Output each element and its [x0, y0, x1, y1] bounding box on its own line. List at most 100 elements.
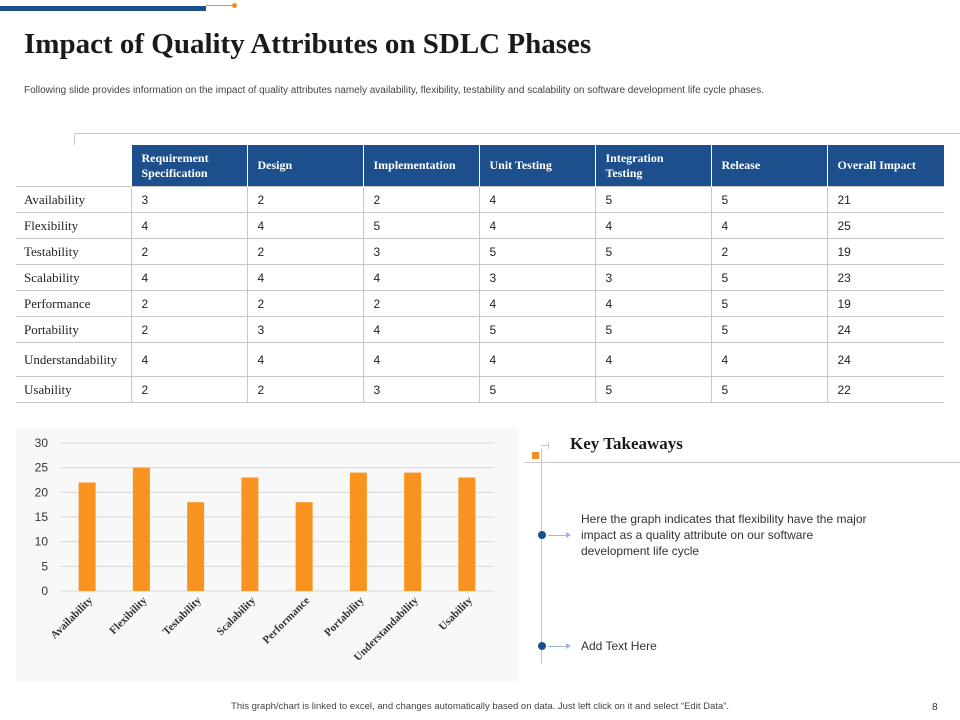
- table-cell: 5: [710, 316, 827, 343]
- table-cell: 4: [710, 342, 827, 377]
- table-cell: 3: [362, 376, 479, 403]
- bar: [241, 477, 259, 591]
- bar: [132, 467, 150, 591]
- table-cell: 19: [826, 238, 944, 265]
- table-row: Usability 2 2 3 5 5 5 22: [16, 376, 944, 403]
- table-cell: 3: [362, 238, 479, 265]
- header-release: Release: [710, 145, 827, 187]
- top-accent-bar: [0, 6, 206, 11]
- row-label: Flexibility: [16, 212, 131, 239]
- table-cell: 4: [478, 212, 595, 239]
- takeaway-bullet-dot: [538, 531, 546, 539]
- header-requirement-specification: Requirement Specification: [130, 145, 247, 187]
- table-cell: 5: [478, 376, 595, 403]
- header-design: Design: [246, 145, 363, 187]
- y-tick-label: 30: [35, 436, 49, 450]
- table-cell: 21: [826, 186, 944, 213]
- table-cell: 4: [594, 290, 711, 317]
- table-cell: 3: [478, 264, 595, 291]
- table-cell: 3: [594, 264, 711, 291]
- table-cell: 2: [130, 238, 247, 265]
- x-category-label: Performance: [261, 595, 313, 647]
- takeaway-item-2: Add Text Here: [581, 639, 657, 653]
- bar: [349, 472, 367, 591]
- table-frame-line: [74, 133, 960, 134]
- table-cell: 4: [130, 212, 247, 239]
- table-cell: 4: [246, 342, 363, 377]
- top-accent-line: [206, 5, 234, 6]
- table-row: Testability 2 2 3 5 5 2 19: [16, 238, 944, 265]
- table-cell: 5: [594, 376, 711, 403]
- bar: [458, 477, 476, 591]
- page-subtitle: Following slide provides information on …: [24, 85, 764, 96]
- quality-impact-table: Requirement Specification Design Impleme…: [16, 145, 944, 403]
- table-cell: 5: [710, 290, 827, 317]
- header-implementation: Implementation: [362, 145, 479, 187]
- table-cell: 5: [594, 316, 711, 343]
- table-cell: 2: [246, 376, 363, 403]
- table-cell: 4: [362, 316, 479, 343]
- impact-bar-chart: 0 5 10 15 20 25 30 Availability Flexibility Testa…: [16, 428, 518, 682]
- bar: [295, 502, 313, 591]
- y-tick-label: 20: [35, 485, 49, 499]
- takeaways-timeline-line: [541, 449, 542, 664]
- table-cell: 5: [594, 238, 711, 265]
- table-cell: 5: [362, 212, 479, 239]
- takeaway-arrowhead: [566, 532, 571, 538]
- table-cell: 2: [130, 316, 247, 343]
- x-category-label: Flexibility: [107, 594, 150, 637]
- table-cell: 4: [246, 212, 363, 239]
- table-cell: 4: [478, 342, 595, 377]
- table-cell: 2: [246, 186, 363, 213]
- y-tick-label: 25: [35, 461, 49, 475]
- row-label: Scalability: [16, 264, 131, 291]
- takeaways-divider: [524, 462, 960, 463]
- table-row: Understandability 4 4 4 4 4 4 24: [16, 342, 944, 377]
- bar: [187, 502, 205, 591]
- table-cell: 2: [246, 290, 363, 317]
- table-cell: 4: [478, 290, 595, 317]
- table-cell: 4: [594, 342, 711, 377]
- table-cell: 3: [246, 316, 363, 343]
- table-row: Portability 2 3 4 5 5 5 24: [16, 316, 944, 343]
- x-category-label: Testability: [161, 594, 205, 638]
- table-cell: 2: [130, 290, 247, 317]
- table-cell: 25: [826, 212, 944, 239]
- table-cell: 4: [246, 264, 363, 291]
- y-tick-label: 5: [41, 559, 48, 573]
- takeaways-tick-horizontal: [541, 445, 548, 446]
- x-category-label: Scalability: [214, 594, 258, 638]
- table-cell: 4: [362, 264, 479, 291]
- table-cell: 2: [710, 238, 827, 265]
- table-cell: 2: [246, 238, 363, 265]
- table-header-row: Requirement Specification Design Impleme…: [16, 145, 944, 187]
- table-cell: 4: [130, 342, 247, 377]
- row-label: Usability: [16, 376, 131, 403]
- table-cell: 5: [478, 316, 595, 343]
- takeaway-arrowhead: [566, 643, 571, 649]
- header-blank-cell: [16, 145, 131, 187]
- table-cell: 2: [362, 186, 479, 213]
- table-cell: 4: [710, 212, 827, 239]
- table-cell: 5: [710, 376, 827, 403]
- table-cell: 24: [826, 316, 944, 343]
- x-category-label: Availability: [48, 594, 95, 641]
- row-label: Understandability: [16, 342, 131, 377]
- row-label: Availability: [16, 186, 131, 213]
- top-accent-dot: [232, 3, 237, 8]
- takeaway-arrow-line: [548, 535, 568, 536]
- row-label: Portability: [16, 316, 131, 343]
- takeaway-bullet-dot: [538, 642, 546, 650]
- takeaway-item-1: Here the graph indicates that flexibilit…: [581, 512, 867, 558]
- table-cell: 4: [478, 186, 595, 213]
- table-frame-tick: [74, 133, 75, 145]
- table-cell: 2: [362, 290, 479, 317]
- table-cell: 5: [478, 238, 595, 265]
- page-title: Impact of Quality Attributes on SDLC Pha…: [24, 28, 592, 60]
- table-cell: 5: [710, 264, 827, 291]
- row-label: Testability: [16, 238, 131, 265]
- footer-note: This graph/chart is linked to excel, and…: [231, 701, 729, 712]
- page-number: 8: [932, 702, 938, 713]
- table-cell: 4: [362, 342, 479, 377]
- y-tick-label: 15: [35, 510, 49, 524]
